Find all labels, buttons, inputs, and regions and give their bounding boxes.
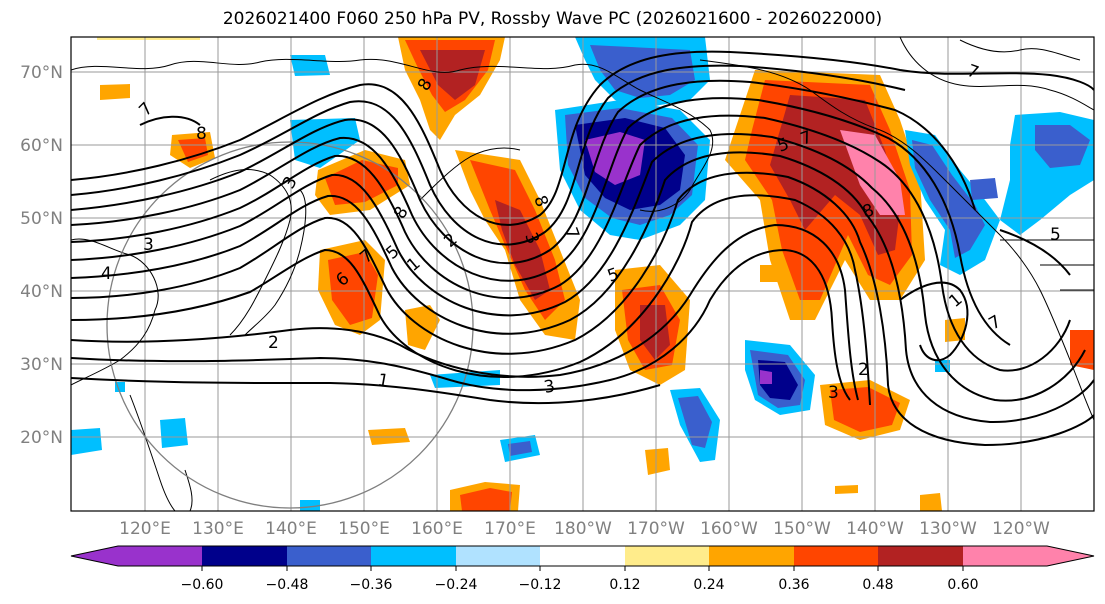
anomaly-blob [508,441,532,456]
coastlines [71,37,1094,511]
colorbar: −0.60 −0.48 −0.36 −0.24 −0.12 0.12 0.24 … [70,545,1095,593]
colorbar-segment [202,546,287,566]
anomaly-blob [970,178,998,200]
anomaly-blob [178,138,208,162]
colorbar-segment [878,546,963,566]
contour-label: 3 [542,376,556,398]
colorbar-segment [963,546,1094,566]
lon-label: 170°E [484,519,536,539]
colorbar-segment [794,546,878,566]
colorbar-tick-label: 0.60 [947,577,978,593]
lon-label: 120°W [992,519,1050,539]
anomaly-blob [640,305,670,360]
anomaly-blob [160,418,188,448]
lon-label: 150°W [773,519,831,539]
region-circle [106,141,474,509]
contour-label: 3 [143,235,154,255]
anomaly-blob [100,84,130,100]
anomaly-blob [760,265,785,282]
lat-label: 70°N [20,63,63,83]
anomaly-blob [758,360,798,400]
colorbar-outline [70,545,1095,567]
anomaly-blob [1070,330,1094,370]
anomaly-blob [300,500,320,511]
lon-label: 180°W [554,519,612,539]
colorbar-tick-label: −0.48 [266,577,309,593]
anomaly-blob [678,396,712,448]
anomaly-blob [420,50,485,100]
anomaly-blob [760,370,772,384]
contour-label: 1 [376,370,390,392]
anomaly-blob [290,55,330,76]
colorbar-tick-label: 0.36 [778,577,809,593]
colorbar-tick-label: 0.48 [862,577,893,593]
contour-label: 3 [828,383,839,403]
anomaly-blob [835,485,858,494]
lon-label: 160°E [411,519,463,539]
anomaly-blob [71,428,102,455]
contour-label: 5 [1050,225,1061,245]
contour-label: 2 [268,333,279,353]
colorbar-tick-label: −0.36 [350,577,393,593]
colorbar-tick-label: −0.12 [519,577,562,593]
anomaly-blob [328,252,378,325]
colorbar-segment [456,546,540,566]
colorbar-segment [625,546,709,566]
longitude-labels: 120°E 130°E 140°E 150°E 160°E 170°E 180°… [119,519,1050,539]
lon-label: 120°E [119,519,171,539]
lon-label: 140°W [846,519,904,539]
colorbar-tick-label: 0.24 [693,577,724,593]
lat-label: 40°N [20,282,63,302]
contour-label: 8 [196,124,207,144]
contour-label: 2 [858,360,869,380]
lon-label: 130°E [192,519,244,539]
anomaly-blob [460,488,512,511]
pv-contours [71,50,1094,447]
map-plot-area: 7 8 8 7 4 3 3 2 1 1 2 3 5 6 7 8 8 7 5 3 … [71,37,1094,511]
lat-label: 50°N [20,209,63,229]
latitude-labels: 70°N 60°N 50°N 40°N 30°N 20°N [20,63,63,448]
lon-label: 130°W [919,519,977,539]
colorbar-tick-label: 0.12 [609,577,640,593]
anomaly-blob [325,160,398,205]
contour-label: 4 [101,264,112,284]
map-title: 2026021400 F060 250 hPa PV, Rossby Wave … [222,9,883,29]
lat-label: 20°N [20,428,63,448]
colorbar-segment [540,546,625,566]
anomaly-blob [97,37,200,40]
lon-label: 160°W [700,519,758,539]
colorbar-segment [287,546,371,566]
colorbar-segment [71,546,202,566]
colorbar-tick-label: −0.24 [435,577,478,593]
anomaly-blob [645,448,670,475]
colorbar-segment [371,546,456,566]
anomaly-blob [840,130,905,215]
lat-label: 60°N [20,136,63,156]
lon-label: 150°E [338,519,390,539]
colorbar-segment [709,546,794,566]
map-frame [70,36,1095,512]
lon-label: 140°E [265,519,317,539]
colorbar-tick-label: −0.60 [181,577,224,593]
anomaly-blob [1035,125,1090,168]
anomaly-blob [920,493,942,511]
lat-label: 30°N [20,355,63,375]
lon-label: 170°W [627,519,685,539]
